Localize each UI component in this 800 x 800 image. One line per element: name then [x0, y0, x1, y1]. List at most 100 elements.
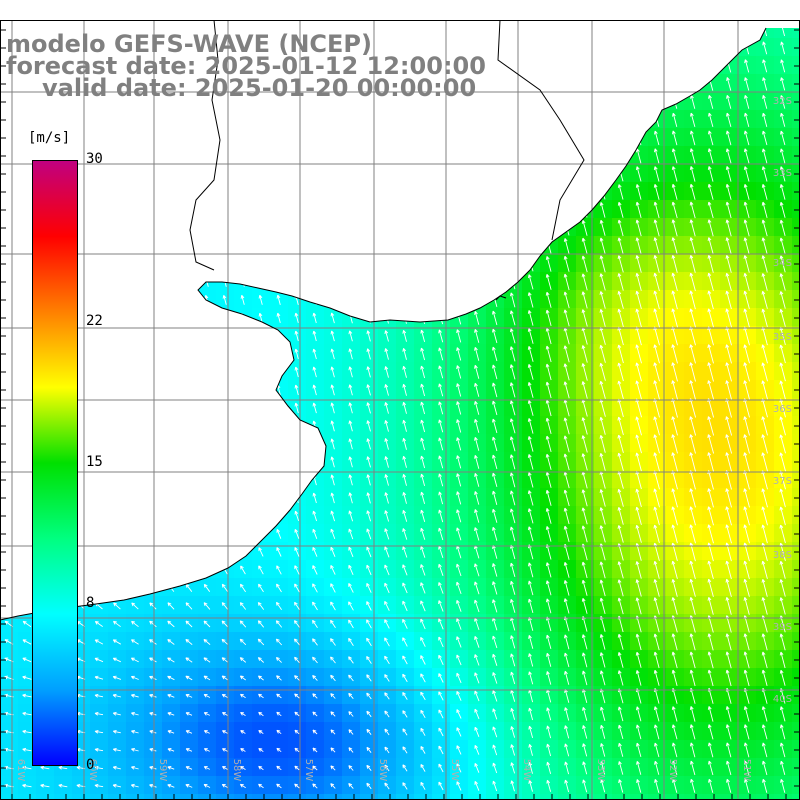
wind-arrow [671, 272, 678, 292]
wind-arrow [761, 560, 768, 580]
wind-arrow [671, 651, 678, 669]
wind-arrow [420, 419, 426, 433]
lon-label-60W: 60W [87, 759, 98, 782]
wind-arrow [330, 656, 336, 664]
wind-arrow [617, 579, 624, 597]
wind-arrow [725, 742, 732, 758]
wind-arrow [563, 381, 570, 399]
wind-arrow [420, 365, 426, 379]
wind-arrow [563, 255, 570, 272]
wind-arrow [348, 456, 353, 468]
wind-arrow [185, 694, 193, 698]
wind-arrow [474, 455, 480, 469]
wind-arrow [743, 578, 750, 597]
wind-arrow [725, 434, 733, 454]
wind-arrow [600, 779, 606, 793]
wind-arrow [744, 760, 750, 776]
wind-arrow [581, 255, 588, 273]
wind-arrow [725, 344, 732, 364]
wind-arrow [330, 474, 335, 486]
wind-arrow [527, 400, 534, 416]
wind-arrow [528, 744, 533, 756]
field-cell [306, 578, 324, 596]
wind-arrow [420, 618, 426, 630]
wind-arrow [780, 130, 786, 146]
field-cell [0, 686, 18, 704]
wind-arrow [402, 618, 408, 629]
wind-arrow [509, 508, 516, 524]
wind-arrow [617, 597, 624, 615]
wind-arrow [546, 707, 552, 721]
field-cell [216, 596, 234, 614]
wind-arrow [689, 362, 696, 382]
field-cell [342, 614, 360, 632]
field-cell [162, 650, 180, 668]
wind-arrow [761, 706, 768, 722]
wind-arrow [94, 747, 104, 752]
wind-arrow [149, 747, 157, 752]
wind-arrow [312, 583, 318, 593]
wind-arrow [438, 473, 444, 487]
wind-arrow [167, 620, 175, 628]
wind-arrow [707, 724, 714, 740]
wind-arrow [348, 711, 354, 717]
wind-arrow [222, 748, 228, 752]
wind-arrow [330, 765, 336, 771]
wind-arrow [725, 362, 732, 382]
wind-arrow [239, 602, 247, 610]
field-cell [396, 686, 414, 704]
wind-arrow [510, 780, 515, 792]
wind-arrow [221, 657, 229, 663]
field-cell [180, 668, 198, 686]
field-cell [720, 794, 738, 800]
wind-arrow [438, 745, 444, 755]
field-cell [126, 668, 144, 686]
field-cell [792, 704, 800, 722]
wind-arrow [366, 582, 372, 593]
wind-arrow [40, 765, 50, 770]
wind-arrow [474, 347, 480, 361]
field-cell [126, 614, 144, 632]
wind-arrow [185, 602, 193, 610]
wind-arrow [581, 220, 588, 236]
wind-arrow [130, 693, 139, 698]
wind-arrow [366, 637, 372, 647]
field-cell [126, 632, 144, 650]
wind-arrow [689, 434, 696, 454]
wind-arrow [22, 620, 32, 628]
lon-label-51W: 51W [741, 759, 752, 782]
field-cell [288, 668, 306, 686]
wind-arrow [294, 747, 300, 753]
wind-arrow [456, 509, 462, 523]
wind-arrow [761, 724, 768, 740]
wind-arrow [635, 633, 642, 651]
field-cell [252, 614, 270, 632]
valid-date: valid date: 2025-01-20 00:00:00 [42, 74, 477, 102]
wind-arrow [671, 506, 678, 526]
wind-arrow [528, 598, 534, 614]
wind-arrow [599, 344, 606, 363]
wind-arrow [690, 112, 696, 128]
wind-arrow [402, 492, 407, 504]
wind-arrow [635, 579, 642, 597]
wind-arrow [761, 308, 768, 328]
field-cell [180, 614, 198, 632]
wind-arrow [203, 675, 211, 681]
wind-arrow [294, 528, 300, 539]
wind-arrow [258, 783, 264, 789]
field-cell [90, 740, 108, 758]
wind-arrow [653, 506, 660, 526]
field-cell [792, 542, 800, 560]
wind-arrow [366, 528, 372, 540]
wind-arrow [294, 366, 299, 378]
wind-arrow [402, 655, 408, 665]
wind-arrow [779, 560, 786, 579]
colorbar-tick-8: 8 [86, 595, 95, 612]
field-cell [792, 632, 800, 650]
wind-arrow [185, 784, 193, 788]
wind-arrow [582, 670, 588, 686]
wind-arrow [402, 546, 408, 558]
wind-arrow [312, 674, 318, 681]
field-cell [90, 632, 108, 650]
wind-arrow [113, 620, 121, 628]
